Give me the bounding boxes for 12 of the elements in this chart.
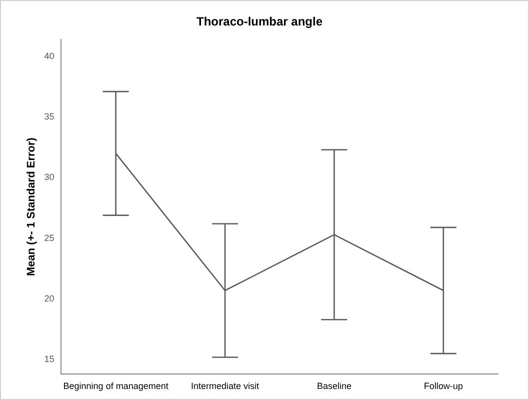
y-tick-label: 25 [44, 232, 54, 243]
x-tick-label: Baseline [316, 381, 352, 392]
y-tick-label: 20 [44, 293, 54, 304]
x-tick-label: Beginning of management [63, 381, 169, 392]
y-tick-label: 40 [44, 50, 54, 61]
chart-title: Thoraco-lumbar angle [196, 14, 323, 29]
y-tick-label: 35 [44, 112, 54, 122]
x-tick-label: Intermediate visit [190, 381, 260, 392]
x-tick-label: Follow-up [424, 381, 463, 392]
y-tick-label: 30 [44, 172, 54, 182]
y-tick-label: 15 [44, 354, 54, 364]
y-axis-title: Mean (+- 1 Standard Error) [26, 137, 38, 276]
